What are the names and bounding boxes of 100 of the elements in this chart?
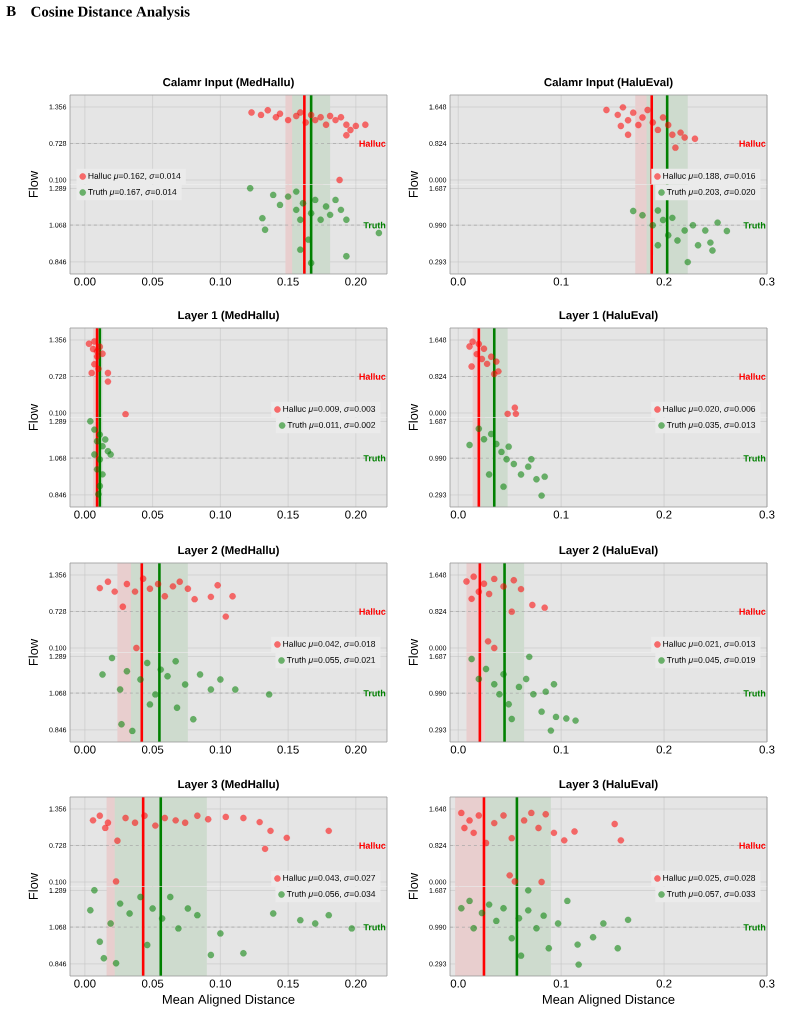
point [276,110,284,118]
point [672,144,679,152]
point [506,871,514,879]
point [707,239,714,246]
point [181,681,189,688]
point [668,214,676,222]
point [96,938,104,946]
point [520,817,528,824]
point [709,247,716,254]
x-tick-label: 0.05 [141,979,164,988]
legend-label: Halluc μ=0.042, σ=0.018 [283,640,376,649]
point [664,231,672,239]
point [311,196,319,204]
point [89,816,97,824]
x-tick-label: 0.2 [656,745,672,754]
point [500,483,507,491]
point [108,654,116,662]
point [229,592,236,600]
point [634,121,642,129]
point [485,901,493,908]
point [267,827,274,835]
x-tick-label: 0.10 [209,510,232,519]
point [352,122,360,130]
ref-line-label: Halluc [359,608,386,615]
point [86,906,94,914]
point [639,211,646,219]
point [342,121,350,129]
x-tick-label: 0.3 [759,277,775,286]
point [639,114,646,121]
point [296,916,304,924]
ref-line-label: Halluc [359,373,386,380]
point [143,941,151,949]
point [541,604,549,612]
point [184,905,192,912]
ref-line-label: Truth [363,923,386,931]
point [307,209,315,217]
legend-label: Truth μ=0.167, σ=0.014 [88,188,177,197]
point [123,667,131,675]
point [122,410,129,418]
point [681,227,689,234]
point [545,944,553,952]
point [614,111,622,119]
point [348,925,356,932]
point [133,644,140,652]
point [470,573,478,581]
point [500,904,507,912]
point [86,417,94,425]
point [172,816,180,824]
point [538,492,545,499]
x-axis-title: Mean Aligned Distance [542,994,675,1007]
point [505,700,513,708]
point [466,441,473,449]
point [207,951,215,959]
point [589,933,597,941]
point [240,949,247,957]
point [95,365,102,373]
point [552,713,560,721]
point [508,608,516,616]
text: Cosine Distance Analysis [31,6,190,20]
point [207,593,215,601]
chart-title: Layer 2 (MedHallu) [178,545,279,557]
point [524,463,532,471]
x-tick-label: 0.15 [277,277,299,286]
point [256,818,264,826]
x-tick-label: 0.20 [345,979,367,988]
point [96,812,104,820]
point [575,961,583,969]
point [510,576,518,584]
x-tick-label: 0.3 [759,745,775,754]
point [503,455,510,463]
point [317,216,325,224]
point [342,216,350,224]
point [284,193,292,200]
point [599,920,607,927]
point [723,227,731,235]
point [496,690,503,698]
x-tick-label: 0.1 [553,979,569,988]
point [515,683,523,691]
point [624,131,632,139]
point [463,578,470,585]
legend-label: Truth μ=0.203, σ=0.020 [666,188,756,197]
x-tick-label: 0.10 [209,745,232,754]
point [137,893,144,901]
point [332,116,339,124]
chart-title: Layer 1 (HaluEval) [559,310,658,322]
legend-label: Halluc μ=0.009, σ=0.003 [283,405,376,414]
point [714,219,721,226]
point [603,106,610,114]
x-tick-label: 0.00 [74,510,96,519]
point [475,588,483,596]
point [158,915,166,922]
chart-title: Calamr Input (MedHallu) [163,77,294,89]
point [490,680,498,688]
point [528,601,536,609]
point [164,672,171,680]
point [299,199,307,207]
x-tick-label: 0.3 [759,979,775,988]
x-tick-label: 0.15 [277,510,299,519]
point [361,121,369,129]
y-axis-title: Flow [408,638,418,666]
